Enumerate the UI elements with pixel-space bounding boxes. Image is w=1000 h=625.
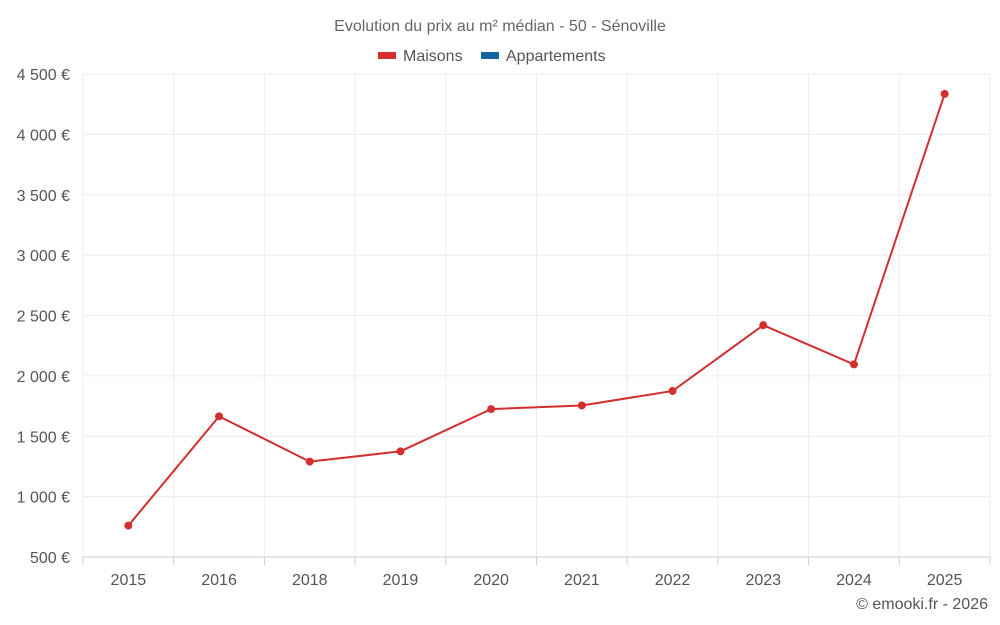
x-tick-label: 2015 [111, 572, 147, 589]
credit-text: © emooki.fr - 2026 [856, 596, 988, 613]
chart-title: Evolution du prix au m² médian - 50 - Sé… [334, 18, 666, 35]
legend-item-maisons[interactable]: Maisons [378, 48, 463, 65]
x-tick-label: 2021 [564, 572, 600, 589]
data-point[interactable] [215, 412, 224, 421]
axes [82, 556, 991, 565]
series-maisons [124, 89, 949, 530]
legend-item-appartements[interactable]: Appartements [481, 48, 606, 65]
y-tick-label: 1 500 € [17, 429, 70, 446]
data-point[interactable] [940, 89, 949, 98]
y-tick-label: 4 500 € [17, 67, 70, 84]
x-tick-label: 2020 [473, 572, 509, 589]
data-point[interactable] [396, 447, 405, 456]
y-axis-labels: 500 € 1 000 € 1 500 € 2 000 € 2 500 € 3 000 €… [17, 67, 70, 567]
legend: Maisons Appartements [378, 48, 606, 65]
y-tick-label: 1 000 € [17, 490, 70, 507]
y-tick-label: 3 000 € [17, 248, 70, 265]
x-tick-label: 2016 [201, 572, 237, 589]
data-point[interactable] [668, 386, 677, 395]
x-tick-label: 2025 [927, 572, 963, 589]
x-axis-labels: 2015 2016 2018 2019 2020 2021 2022 2023 2024 2025 [111, 572, 963, 589]
y-tick-label: 4 000 € [17, 127, 70, 144]
data-point[interactable] [759, 321, 768, 330]
grid [82, 73, 991, 557]
y-tick-label: 2 500 € [17, 309, 70, 326]
legend-label-maisons: Maisons [403, 48, 463, 65]
legend-swatch-appartements [481, 52, 499, 59]
data-point[interactable] [849, 360, 858, 369]
x-tick-label: 2024 [836, 572, 872, 589]
y-tick-label: 500 € [30, 550, 70, 567]
data-point[interactable] [577, 401, 586, 410]
x-tick-label: 2023 [745, 572, 781, 589]
legend-label-appartements: Appartements [506, 48, 606, 65]
y-tick-label: 3 500 € [17, 188, 70, 205]
series-line-maisons [127, 93, 946, 527]
x-tick-label: 2018 [292, 572, 328, 589]
x-tick-label: 2022 [655, 572, 691, 589]
y-tick-label: 2 000 € [17, 369, 70, 386]
data-point[interactable] [487, 405, 496, 414]
data-point[interactable] [124, 521, 133, 530]
data-point[interactable] [305, 457, 314, 466]
legend-swatch-maisons [378, 52, 396, 59]
x-tick-label: 2019 [383, 572, 419, 589]
